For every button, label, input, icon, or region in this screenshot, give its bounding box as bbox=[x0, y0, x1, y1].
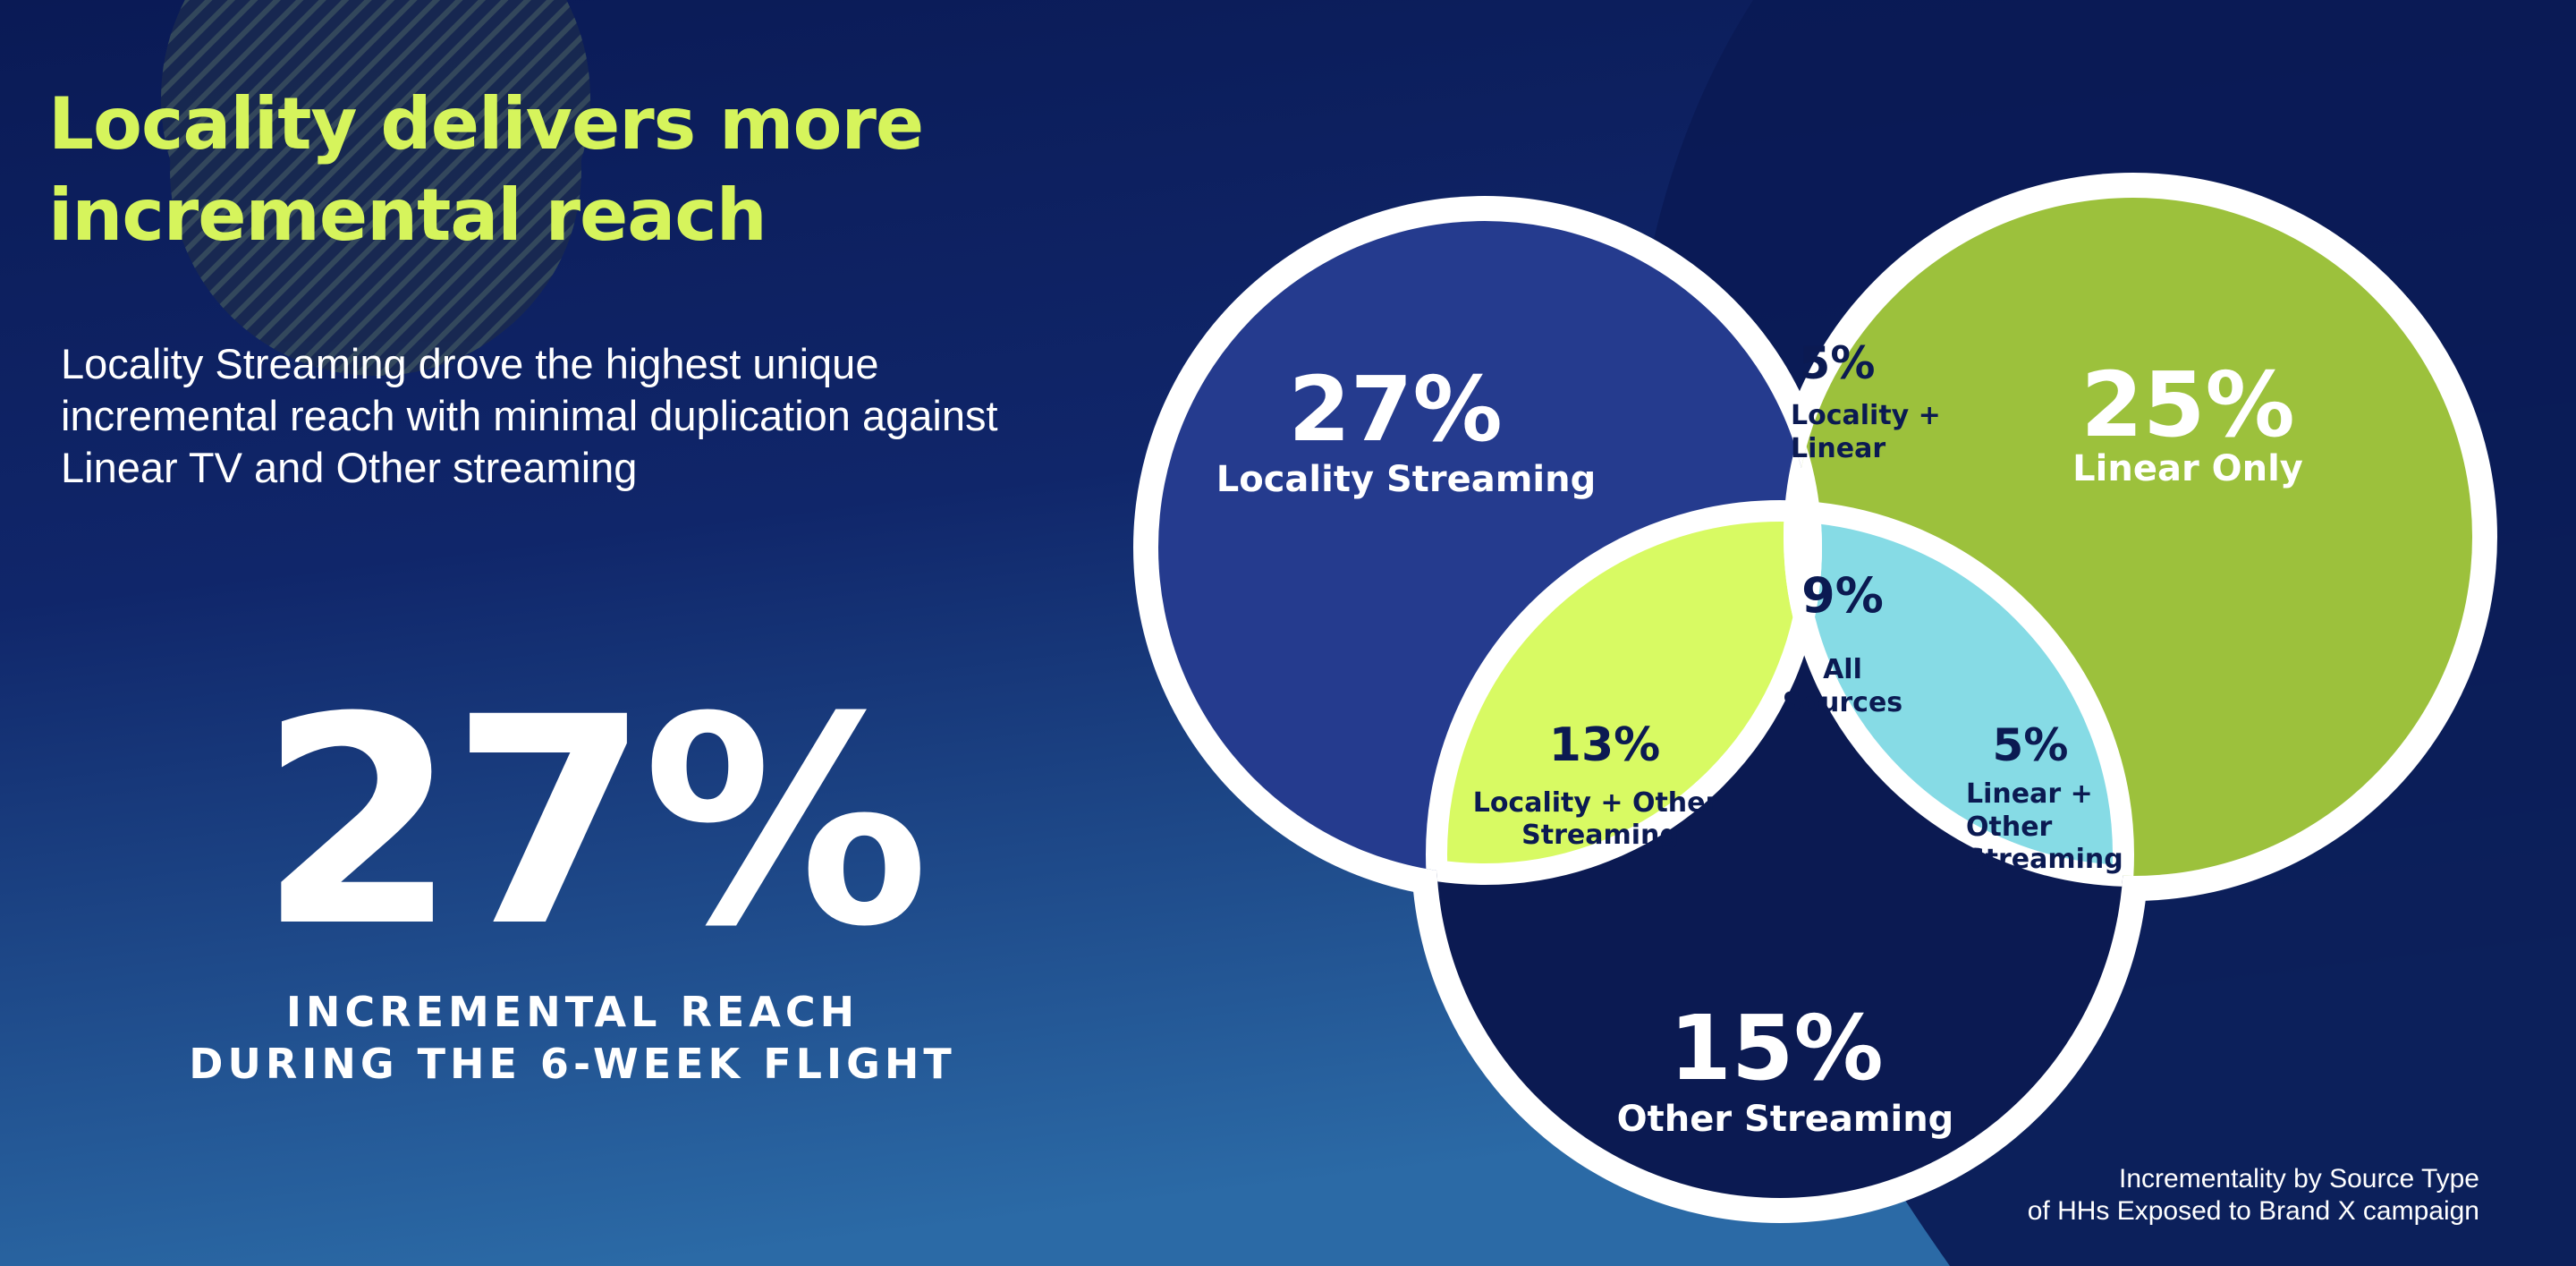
locality-linear-label-1: Locality + bbox=[1791, 400, 1941, 431]
locality-other-label-1: Locality + Other bbox=[1473, 787, 1719, 819]
linear-other-label-3: Streaming bbox=[1966, 844, 2123, 875]
summary-line-1: Locality Streaming drove the highest uni… bbox=[61, 340, 879, 387]
all-sources-label-2: Sources bbox=[1783, 687, 1902, 718]
locality-value: 27% bbox=[1288, 357, 1502, 462]
title-line-1: Locality delivers more bbox=[48, 82, 924, 166]
locality-other-label-2: Streaming bbox=[1521, 820, 1679, 851]
headline-stat-caption: INCREMENTAL REACH DURING THE 6-WEEK FLIG… bbox=[54, 986, 1091, 1090]
summary-line-3: Linear TV and Other streaming bbox=[61, 444, 638, 491]
other-label: Other Streaming bbox=[1617, 1099, 1954, 1140]
summary-line-2: incremental reach with minimal duplicati… bbox=[61, 392, 998, 439]
locality-label: Locality Streaming bbox=[1216, 459, 1597, 500]
all-sources-label-1: All bbox=[1823, 654, 1862, 685]
striped-decoration bbox=[161, 0, 590, 376]
linear-other-label-2: Other bbox=[1966, 811, 2053, 843]
other-value: 15% bbox=[1669, 996, 1883, 1100]
linear-other-overlap bbox=[1794, 511, 2123, 876]
linear-label: Linear Only bbox=[2072, 448, 2303, 489]
caption-line-2: DURING THE 6-WEEK FLIGHT bbox=[189, 1040, 956, 1088]
headline-stat: 27% bbox=[258, 657, 929, 990]
footnote-line-2: of HHs Exposed to Brand X campaign bbox=[2027, 1196, 2479, 1226]
locality-linear-label-2: Linear bbox=[1791, 433, 1885, 464]
linear-value: 25% bbox=[2080, 353, 2294, 457]
locality-other-value: 13% bbox=[1549, 718, 1660, 772]
title-line-2: incremental reach bbox=[48, 174, 767, 257]
all-sources-value: 9% bbox=[1801, 567, 1884, 624]
page-title: Locality delivers more incremental reach bbox=[48, 79, 1086, 261]
chart-footnote: Incrementality by Source Type of HHs Exp… bbox=[1853, 1163, 2479, 1228]
linear-other-value: 5% bbox=[1993, 719, 2069, 771]
caption-line-1: INCREMENTAL REACH bbox=[285, 988, 860, 1036]
locality-linear-value: 5% bbox=[1800, 337, 1876, 389]
footnote-line-1: Incrementality by Source Type bbox=[2119, 1164, 2479, 1194]
linear-other-label-1: Linear + bbox=[1966, 778, 2093, 810]
summary-text: Locality Streaming drove the highest uni… bbox=[61, 338, 1089, 494]
